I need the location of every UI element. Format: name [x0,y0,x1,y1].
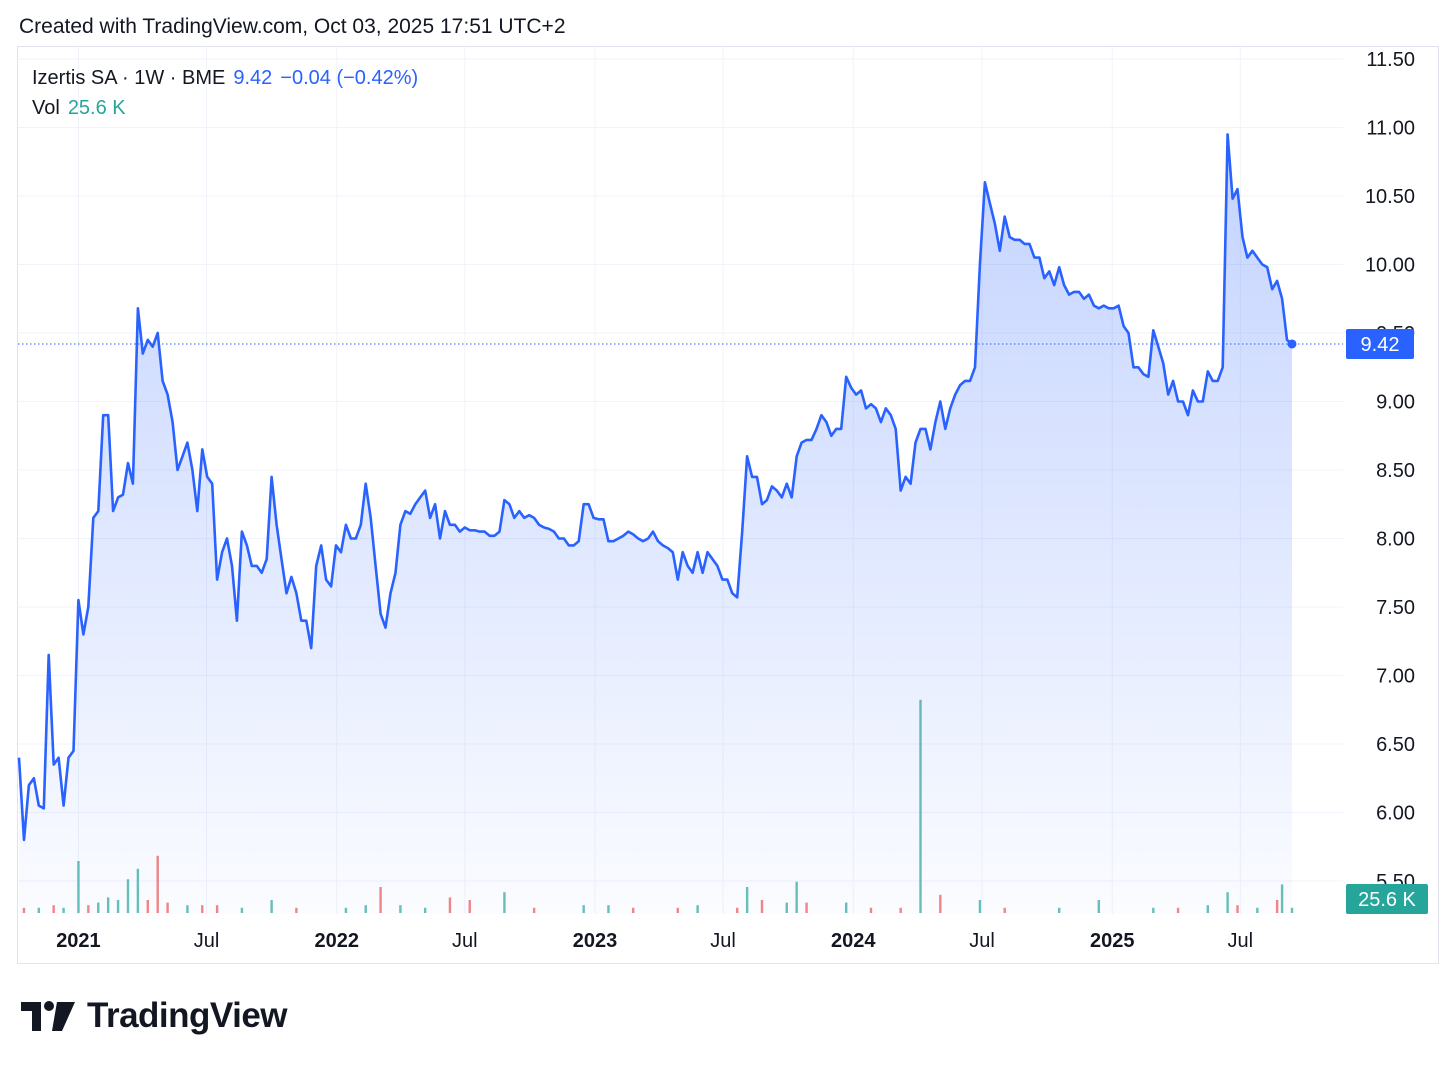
last-price-tag [1346,328,1414,359]
x-tick-label: 2024 [831,930,876,952]
legend-volume-row: Vol 25.6 K [32,93,418,123]
tradingview-logo-icon [21,1001,75,1031]
last-volume-tag [1346,884,1428,914]
x-tick-label: Jul [194,930,220,952]
x-tick-label: 2023 [573,930,618,952]
y-tick-label: 8.50 [1376,460,1415,482]
legend-symbol[interactable]: Izertis SA · 1W · BME [32,67,226,89]
last-price-dot [1287,339,1297,349]
chart-frame [17,46,1439,964]
y-tick-label: 7.00 [1376,666,1415,688]
y-tick-label: 9.00 [1376,392,1415,414]
x-tick-label: Jul [1228,930,1254,952]
x-tick-label: 2021 [56,930,101,952]
y-tick-label: 10.00 [1365,255,1415,277]
y-tick-label: 8.00 [1376,529,1415,551]
legend-volume-label: Vol [32,97,60,119]
legend-last-price: 9.42 [233,67,273,89]
tradingview-wordmark: TradingView [87,996,288,1035]
y-tick-label: 6.00 [1376,803,1415,825]
y-tick-label: 10.50 [1365,186,1415,208]
y-tick-label: 11.00 [1366,118,1415,140]
x-tick-label: 2022 [314,930,359,952]
legend-volume-value: 25.6 K [67,97,126,119]
x-tick-label: Jul [969,930,995,952]
chart-legend: Izertis SA · 1W · BME 9.42 −0.04 (−0.42%) … [32,63,418,123]
y-tick-label: 11.50 [1366,49,1415,71]
y-tick-label: 7.50 [1376,597,1415,619]
x-tick-label: Jul [710,930,736,952]
legend-price-row: Izertis SA · 1W · BME 9.42 −0.04 (−0.42%) [32,63,418,93]
x-tick-label: 2025 [1090,930,1135,952]
created-with-header: Created with TradingView.com, Oct 03, 20… [19,15,566,38]
last-price-tag-label: 9.42 [1361,334,1400,356]
legend-change: −0.04 (−0.42%) [280,67,419,89]
x-tick-label: Jul [452,930,478,952]
y-tick-label: 6.50 [1376,734,1415,756]
price-area-fill [19,134,1292,914]
price-line [17,133,1293,842]
tradingview-logo[interactable]: TradingView [21,996,288,1036]
last-volume-tag-label: 25.6 K [1358,889,1416,911]
